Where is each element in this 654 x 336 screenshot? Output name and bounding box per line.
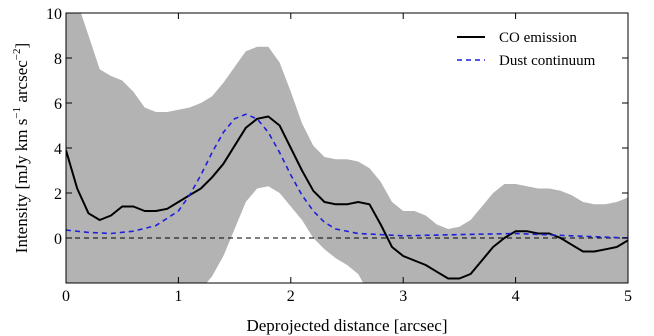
series-layer [66,113,628,280]
co-emission-line [66,115,628,280]
legend: CO emission Dust continuum [457,30,596,69]
legend-dust-label: Dust continuum [499,53,596,69]
x-tick-label: 0 [62,288,70,305]
x-tick-label: 2 [287,288,295,305]
x-axis-title: Deprojected distance [arcsec] [246,316,447,335]
y-axis-title: Intensity [mJy km s−1 arcsec−2] [11,43,31,253]
y-tick-label: 4 [54,141,62,158]
x-tick-labels: 0 1 2 3 4 5 [62,288,632,305]
y-tick-label: 10 [46,6,62,23]
axis-ticks [65,12,629,283]
x-tick-label: 3 [399,288,407,305]
band-area [66,13,628,283]
y-axis-title-part: arcsec [12,60,31,107]
uncertainty-band [66,13,628,283]
y-axis-title-part: ] [12,43,31,49]
y-axis-title-part: Intensity [mJy km s [12,119,31,254]
y-tick-label: 0 [54,231,62,248]
y-tick-labels: 0 2 4 6 8 10 [46,6,62,248]
y-axis-title-exp2: −2 [11,48,23,60]
y-tick-label: 8 [54,51,62,68]
x-tick-label: 4 [512,288,520,305]
legend-co-label: CO emission [499,30,577,46]
x-tick-label: 5 [624,288,632,305]
dust-continuum-line [66,113,628,239]
x-tick-label: 1 [174,288,182,305]
y-axis-title-exp1: −1 [11,107,23,119]
y-tick-label: 2 [54,186,62,203]
y-tick-label: 6 [54,96,62,113]
